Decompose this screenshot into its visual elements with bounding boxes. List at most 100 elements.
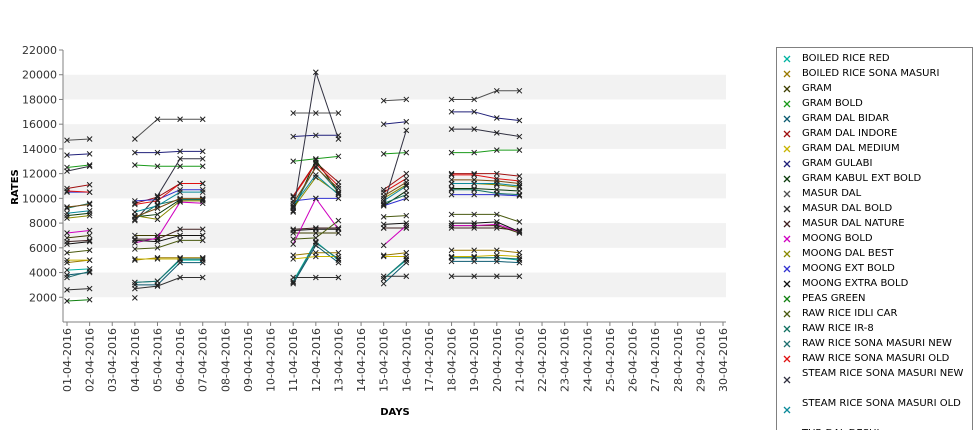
- data-point: [335, 136, 342, 142]
- data-point: [290, 227, 297, 234]
- series-line: [451, 111, 520, 121]
- data-point: [448, 222, 455, 229]
- data-point: [199, 226, 206, 233]
- series-line: [66, 210, 90, 214]
- data-point: [335, 185, 342, 192]
- data-point: [312, 172, 319, 178]
- data-point: [86, 269, 93, 276]
- data-point: [380, 214, 387, 220]
- axes: [59, 49, 726, 326]
- series-line: [66, 138, 90, 141]
- data-point: [448, 172, 455, 178]
- data-point: [64, 238, 70, 245]
- series-line: [451, 227, 520, 232]
- legend-marker: [783, 145, 791, 153]
- data-point: [471, 225, 478, 231]
- series-line: [66, 268, 90, 271]
- legend-label: MASUR DAL NATURE: [802, 218, 905, 229]
- x-tick-label: 21-04-2016: [513, 328, 526, 392]
- series-line: [134, 197, 203, 218]
- data-point: [448, 191, 455, 198]
- y-tick-label: 6000: [29, 242, 57, 255]
- data-point: [64, 287, 70, 293]
- data-point: [199, 148, 206, 155]
- data-point: [86, 257, 93, 264]
- data-point: [448, 126, 455, 132]
- data-point: [86, 201, 93, 208]
- data-point: [516, 273, 523, 280]
- x-tick-label: 24-04-2016: [581, 328, 594, 392]
- data-point: [154, 216, 161, 223]
- data-point: [64, 189, 70, 196]
- data-point: [471, 96, 478, 103]
- series-line: [66, 204, 90, 208]
- legend-marker: [783, 100, 791, 108]
- series-line: [134, 201, 203, 244]
- data-point: [471, 211, 478, 218]
- legend-label: STEAM RICE SONA MASURI OLD: [802, 398, 961, 409]
- data-point: [471, 126, 478, 132]
- data-point: [312, 274, 319, 281]
- legend-label: STEAM RICE SONA MASURI NEW: [802, 368, 964, 379]
- data-point: [312, 240, 319, 246]
- legend-label: GRAM GULABI: [802, 158, 873, 169]
- data-point: [380, 121, 387, 128]
- data-point: [290, 241, 297, 247]
- data-point: [154, 256, 161, 262]
- data-point: [177, 186, 183, 193]
- x-tick-label: 26-04-2016: [627, 328, 640, 392]
- data-point: [471, 222, 478, 229]
- data-point: [335, 256, 342, 262]
- data-point: [199, 274, 206, 281]
- data-point: [199, 189, 206, 196]
- data-point: [493, 254, 500, 261]
- data-point: [493, 180, 500, 187]
- data-point: [64, 298, 70, 304]
- data-point: [132, 162, 138, 168]
- data-point: [64, 230, 70, 236]
- series-line: [66, 241, 90, 245]
- data-point: [516, 191, 523, 198]
- data-point: [516, 133, 523, 140]
- data-point: [64, 204, 70, 210]
- series-line: [451, 179, 520, 185]
- x-tick-label: 20-04-2016: [491, 328, 504, 392]
- series-line: [134, 189, 203, 202]
- data-point: [335, 226, 342, 233]
- data-point: [290, 110, 297, 116]
- series-7: [64, 108, 523, 158]
- legend-label: PEAS GREEN: [802, 293, 866, 304]
- data-point: [493, 273, 500, 280]
- data-point: [403, 253, 410, 260]
- legend-marker: [783, 160, 791, 168]
- data-point: [154, 193, 161, 199]
- data-point: [177, 116, 183, 123]
- data-point: [132, 240, 138, 246]
- y-tick-label: 8000: [29, 217, 57, 230]
- y-tick-label: 10000: [22, 192, 57, 205]
- data-point: [132, 279, 138, 286]
- data-point: [312, 132, 319, 139]
- legend-marker: [783, 115, 791, 123]
- x-tick-label: 12-04-2016: [310, 328, 323, 392]
- data-point: [448, 254, 455, 261]
- x-tick-label: 01-04-2016: [61, 328, 74, 392]
- data-point: [403, 220, 410, 226]
- series-line: [66, 215, 90, 219]
- series-21: [64, 69, 523, 224]
- chart-legend: BOILED RICE RED BOILED RICE SONA MASURI GR…: [776, 47, 973, 430]
- legend-marker: [783, 250, 791, 258]
- series-line: [134, 239, 203, 250]
- data-point: [132, 200, 138, 207]
- data-point: [335, 153, 342, 160]
- series-line: [383, 152, 407, 155]
- legend-label: GRAM DAL MEDIUM: [802, 143, 900, 154]
- series-line: [451, 183, 520, 187]
- series-line: [66, 299, 90, 302]
- x-tick-label: 04-04-2016: [129, 328, 142, 392]
- y-tick-labels: 2000 4000 6000 8000 10000 12000 14000 16000 1800…: [22, 44, 57, 304]
- data-point: [403, 191, 410, 198]
- x-tick-label: 06-04-2016: [174, 328, 187, 392]
- data-point: [335, 191, 342, 198]
- series-line: [66, 184, 90, 189]
